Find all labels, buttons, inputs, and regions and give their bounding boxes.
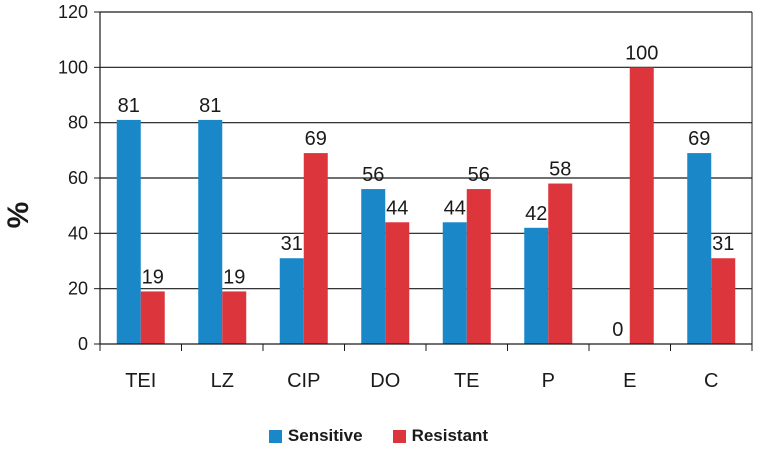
bar-resistant bbox=[385, 222, 410, 344]
x-axis: TEI LZ CIP DO TE P E C bbox=[99, 343, 753, 392]
bar-resistant bbox=[303, 153, 328, 344]
y-tick-label: 100 bbox=[58, 57, 88, 77]
data-label: 0 bbox=[612, 319, 623, 341]
legend-swatch-resistant bbox=[392, 429, 406, 443]
bar-resistant bbox=[140, 291, 165, 344]
bar-sensitive bbox=[279, 258, 304, 344]
bar-sensitive bbox=[524, 227, 549, 344]
data-label: 81 bbox=[118, 95, 140, 117]
y-axis-ticks: 0 20 40 60 80 100 120 bbox=[58, 2, 753, 354]
data-label: 42 bbox=[525, 203, 547, 225]
data-label: 31 bbox=[712, 233, 734, 255]
data-label: 44 bbox=[444, 197, 466, 219]
data-label: 58 bbox=[549, 159, 571, 181]
legend-item-resistant: Resistant bbox=[392, 426, 489, 446]
data-label: 100 bbox=[625, 42, 658, 64]
bar-sensitive bbox=[198, 119, 223, 345]
y-tick-label: 0 bbox=[78, 334, 88, 354]
bar-sensitive bbox=[687, 153, 712, 344]
bars bbox=[116, 67, 736, 345]
data-label: 69 bbox=[305, 128, 327, 150]
x-tick-label: TEI bbox=[125, 370, 156, 392]
x-tick-label: E bbox=[623, 370, 636, 392]
data-label: 56 bbox=[362, 164, 384, 186]
x-tick-label: DO bbox=[370, 370, 400, 392]
bar-sensitive bbox=[116, 119, 141, 345]
bar-resistant bbox=[222, 291, 247, 344]
legend-swatch-sensitive bbox=[268, 429, 282, 443]
data-label: 19 bbox=[142, 266, 164, 288]
data-label: 19 bbox=[223, 266, 245, 288]
legend-item-sensitive: Sensitive bbox=[268, 426, 363, 446]
bar-sensitive bbox=[361, 189, 386, 344]
data-label: 44 bbox=[386, 197, 408, 219]
x-tick-label: TE bbox=[454, 370, 480, 392]
bar-resistant bbox=[629, 67, 654, 344]
bar-sensitive bbox=[442, 222, 467, 344]
bar-resistant bbox=[711, 258, 736, 344]
data-label: 31 bbox=[281, 233, 303, 255]
y-axis-label: % bbox=[2, 202, 35, 229]
bar-resistant bbox=[548, 183, 573, 344]
data-label: 56 bbox=[468, 164, 490, 186]
x-tick-label: LZ bbox=[211, 370, 234, 392]
y-tick-label: 80 bbox=[68, 113, 88, 133]
y-tick-label: 60 bbox=[68, 168, 88, 188]
y-tick-label: 40 bbox=[68, 223, 88, 243]
bar-resistant bbox=[466, 189, 491, 344]
y-tick-label: 20 bbox=[68, 279, 88, 299]
x-tick-label: CIP bbox=[287, 370, 320, 392]
x-tick-label: P bbox=[542, 370, 555, 392]
legend-label-resistant: Resistant bbox=[411, 426, 489, 445]
legend: Sensitive Resistant bbox=[0, 424, 757, 448]
data-label: 69 bbox=[688, 128, 710, 150]
legend-label-sensitive: Sensitive bbox=[287, 426, 363, 445]
x-tick-label: C bbox=[704, 370, 718, 392]
y-tick-label: 120 bbox=[58, 2, 88, 22]
data-label: 81 bbox=[199, 95, 221, 117]
